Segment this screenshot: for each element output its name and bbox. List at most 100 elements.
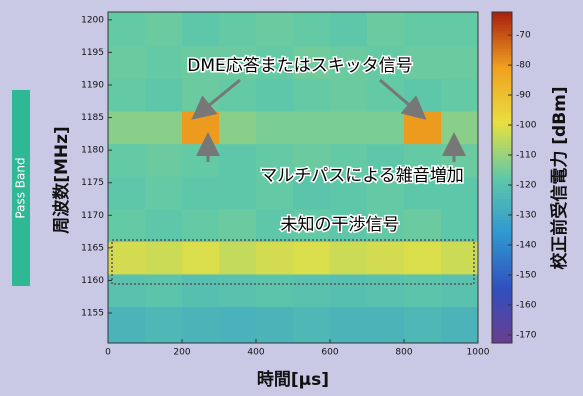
colorbar-tick-label: -110 [516,151,537,161]
colorbar-step [492,99,512,103]
colorbar-step [492,96,512,100]
chart: DME応答またはスキッタ信号 マルチパスによる雑音増加 未知の干渉信号 Pass… [0,0,583,396]
colorbar-step [492,159,512,163]
colorbar-step [492,48,512,52]
colorbar-step [492,301,512,305]
colorbar-step [492,90,512,94]
cell [108,12,146,46]
cell [182,78,220,111]
cell [367,12,405,46]
cell [256,307,294,343]
colorbar-step [492,39,512,43]
cell [441,78,479,111]
y-tick-label: 1180 [81,146,104,156]
colorbar-step [492,226,512,230]
cell [441,274,479,307]
cell [145,176,183,209]
colorbar-step [492,313,512,317]
colorbar-step [492,75,512,79]
colorbar-step [492,307,512,311]
colorbar-step [492,289,512,293]
colorbar-step [492,259,512,263]
colorbar-tick-label: -80 [516,61,531,71]
colorbar-step [492,156,512,160]
colorbar-step [492,42,512,46]
colorbar-step [492,232,512,236]
colorbar-step [492,238,512,242]
cell [367,111,405,144]
colorbar-step [492,178,512,182]
colorbar-step [492,105,512,109]
colorbar-step [492,141,512,145]
cell [441,12,479,46]
colorbar-step [492,277,512,281]
colorbar-step [492,27,512,31]
colorbar-step [492,45,512,49]
colorbar-step [492,292,512,296]
colorbar-step [492,36,512,40]
y-tick-label: 1160 [81,276,104,286]
colorbar-step [492,256,512,260]
colorbar-step [492,18,512,22]
cell [330,241,368,274]
colorbar-step [492,196,512,200]
x-tick-label: 400 [247,348,264,358]
x-tick-label: 200 [173,348,190,358]
colorbar-step [492,162,512,166]
colorbar-step [492,132,512,136]
colorbar-step [492,337,512,341]
colorbar-step [492,21,512,25]
colorbar-step [492,217,512,221]
colorbar-step [492,147,512,151]
colorbar-step [492,69,512,73]
cell [219,209,257,242]
cell [182,209,220,242]
colorbar-step [492,168,512,172]
colorbar-step [492,271,512,275]
colorbar-step [492,72,512,76]
cell [404,241,442,274]
cell [293,274,331,307]
cell [256,111,294,144]
colorbar-step [492,78,512,82]
colorbar-tick-label: -160 [516,300,537,310]
colorbar-step [492,220,512,224]
colorbar-step [492,211,512,215]
cell [108,209,146,242]
y-axis-label: 周波数[MHz] [51,126,72,234]
annotation: マルチパスによる雑音増加 [260,166,464,186]
colorbar-step [492,205,512,209]
colorbar-step [492,322,512,326]
colorbar-step [492,135,512,139]
colorbar-step [492,114,512,118]
y-tick-label: 1155 [81,309,104,319]
cell [441,46,479,79]
cell [182,274,220,307]
cell [293,241,331,274]
colorbar-step [492,190,512,194]
colorbar-step [492,235,512,239]
colorbar-tick-label: -170 [516,330,537,340]
cell [145,274,183,307]
colorbar-tick-label: -100 [516,121,537,131]
cell [219,144,257,177]
colorbar-step [492,223,512,227]
colorbar-label: 校正前受信電力 [dBm] [549,86,570,269]
colorbar-step [492,57,512,61]
cell [108,176,146,209]
colorbar-step [492,310,512,314]
colorbar-step [492,286,512,290]
colorbar-step [492,54,512,58]
cell [108,46,146,79]
cell [108,111,146,144]
cell [404,209,442,242]
colorbar-step [492,241,512,245]
cell [367,307,405,343]
cell [256,241,294,274]
colorbar-step [492,265,512,269]
colorbar-tick-label: -130 [516,210,537,220]
cell [293,78,331,111]
colorbar-step [492,202,512,206]
colorbar-step [492,268,512,272]
cell [182,307,220,343]
